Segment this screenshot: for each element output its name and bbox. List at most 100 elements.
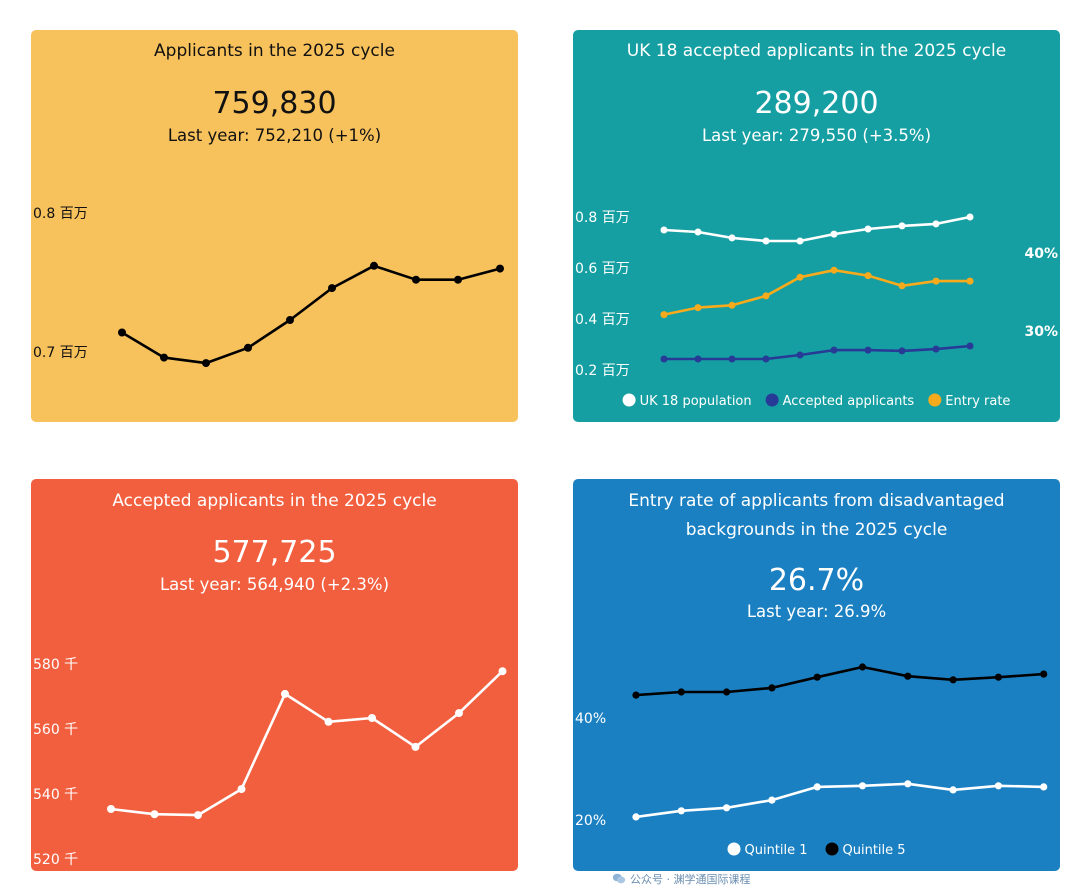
legend-label: Quintile 5 [843,843,906,858]
data-point [932,345,940,353]
data-point [796,237,804,245]
applicants-card: Applicants in the 2025 cycle 759,830 Las… [31,30,518,422]
data-point [932,277,940,285]
data-point [324,717,333,726]
headline-value: 759,830 [212,86,337,121]
data-point [830,346,838,354]
accepted-applicants-card: Accepted applicants in the 2025 cycle 57… [31,479,518,871]
y-tick-label: 0.6 百万 [575,261,630,277]
data-point [830,266,838,274]
data-point [762,237,770,245]
uk18-line-chart: 0.8 百万 0.6 百万 0.4 百万 0.2 百万 40% 30% UK 18 popu… [575,210,1058,409]
data-point [864,225,872,233]
series-line-quintile-1 [635,782,1044,819]
data-point [723,688,731,696]
legend-label: Entry rate [945,394,1010,409]
data-point [796,351,804,359]
data-point [762,292,770,300]
legend-label: Accepted applicants [783,394,915,409]
card-title: UK 18 accepted applicants in the 2025 cy… [626,41,1007,61]
legend-marker [765,393,779,407]
data-point [728,301,736,309]
data-point [160,353,168,362]
uk18-accepted-card: UK 18 accepted applicants in the 2025 cy… [573,30,1060,422]
legend-marker [622,393,636,407]
data-point [660,311,668,319]
data-point [244,343,252,352]
data-point [728,355,736,363]
y2-tick-label: 30% [1024,324,1058,340]
data-point [498,667,507,676]
data-point [694,355,702,363]
data-point [723,804,731,812]
data-point [677,688,685,696]
data-point [813,783,821,791]
card-title-line-2: backgrounds in the 2025 cycle [685,520,948,540]
data-point [898,222,906,230]
series-line-entry-rate [663,268,970,316]
y2-tick-label: 40% [1024,246,1058,262]
data-point [966,342,974,350]
data-point [412,275,420,284]
data-point [864,272,872,280]
data-point [904,672,912,680]
data-point [796,273,804,281]
data-point [858,663,867,671]
data-point [813,673,821,681]
series-line-quintile-5 [635,665,1044,697]
data-point [411,742,420,751]
y-tick-label: 0.8 百万 [575,210,630,226]
data-point [328,284,336,293]
y-tick-label: 0.2 百万 [575,363,630,379]
headline-value: 577,725 [212,535,337,570]
data-point [898,282,906,290]
series-line-applicants [121,264,501,365]
data-point [949,676,957,684]
data-point [281,689,289,698]
data-point [728,234,736,242]
y-tick-label: 20% [575,813,606,829]
data-point [632,813,640,821]
series-line-accepted-applicants [110,670,504,817]
headline-value: 26.7% [768,563,865,598]
data-point [632,691,640,699]
applicants-line-chart: 0.8 百万 0.7 百万 [33,206,504,368]
data-point [966,213,974,221]
last-year-comparison: Last year: 279,550 (+3.5%) [701,126,932,145]
y-tick-label: 560 千 [33,722,78,738]
data-point [194,811,202,820]
data-point [966,277,974,285]
data-point [118,328,126,337]
y-tick-label: 0.7 百万 [33,345,88,361]
last-year-comparison: Last year: 752,210 (+1%) [167,126,382,145]
last-year-comparison: Last year: 564,940 (+2.3%) [159,575,390,594]
last-year-comparison: Last year: 26.9% [746,602,887,621]
data-point [454,275,462,284]
watermark-text: 公众号 · 渊学通国际课程 [630,873,751,886]
data-point [904,780,912,788]
data-point [368,714,376,722]
accepted-line-chart: 580 千 560 千 540 千 520 千 [33,657,507,868]
data-point [370,261,378,270]
series-line-uk-18-population [663,215,971,243]
data-point [496,264,504,273]
data-point [858,782,867,790]
data-point [150,810,159,819]
data-point [1040,670,1048,678]
y-tick-label: 520 千 [33,852,78,868]
card-title: Applicants in the 2025 cycle [154,41,395,61]
data-point [660,355,668,363]
data-point [898,347,906,355]
data-point [768,684,776,692]
data-point [694,304,702,312]
disadvantaged-entry-rate-card: Entry rate of applicants from disadvanta… [573,479,1060,871]
y-tick-label: 540 千 [33,787,78,803]
data-point [107,805,115,813]
wechat-icon [612,873,626,887]
legend-marker [928,393,942,407]
y-tick-label: 580 千 [33,657,78,673]
data-point [994,782,1002,790]
legend-marker [727,842,741,856]
y-tick-label: 0.8 百万 [33,206,88,222]
data-point [286,316,294,324]
